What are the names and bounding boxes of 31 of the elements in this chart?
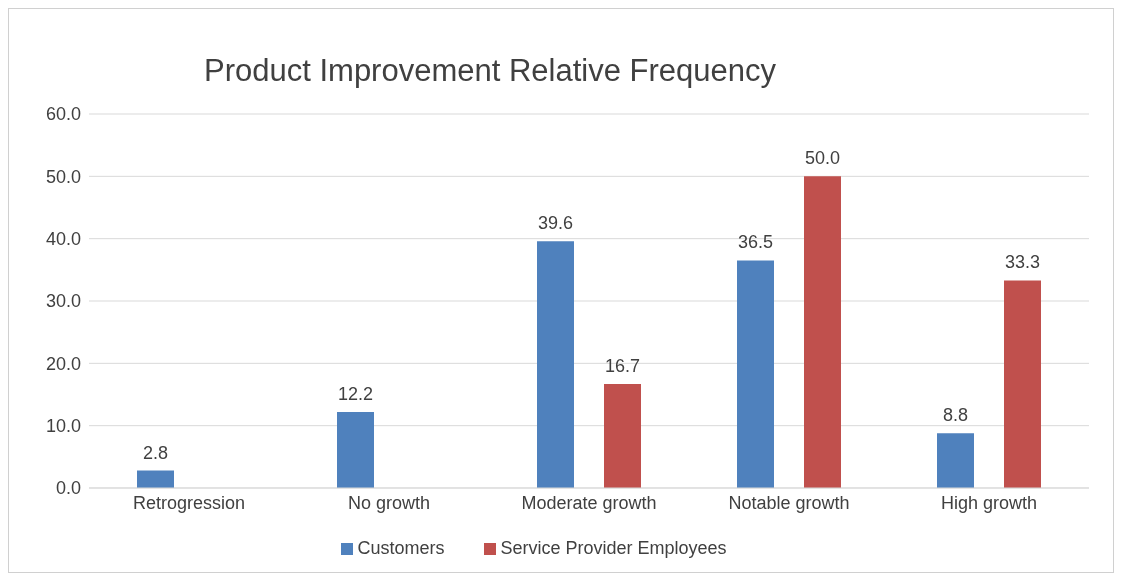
y-tick-label: 0.0 <box>55 478 81 499</box>
data-label: 12.2 <box>337 383 374 404</box>
bar <box>804 176 841 488</box>
x-tick-label: Notable growth <box>728 492 850 513</box>
bar <box>137 470 174 488</box>
data-label: 2.8 <box>142 442 169 463</box>
bar <box>337 411 374 488</box>
data-label: 33.3 <box>1004 252 1041 273</box>
x-tick-label: High growth <box>940 492 1038 513</box>
y-tick-label: 20.0 <box>45 353 81 374</box>
y-tick-label: 30.0 <box>45 291 81 312</box>
data-label: 8.8 <box>942 405 969 426</box>
data-label: 50.0 <box>804 148 841 169</box>
x-tick-label: Retrogression <box>132 492 246 513</box>
bar <box>937 433 974 488</box>
bar <box>1004 280 1041 488</box>
legend-label: Customers <box>357 538 445 558</box>
legend-label: Service Provider Employees <box>500 538 727 558</box>
data-label: 39.6 <box>537 213 574 234</box>
x-tick-label: No growth <box>347 492 431 513</box>
data-label: 16.7 <box>604 355 641 376</box>
y-tick-label: 10.0 <box>45 416 81 437</box>
bar <box>604 383 641 488</box>
y-tick-label: 60.0 <box>45 104 81 125</box>
x-tick-label: Moderate growth <box>521 492 657 513</box>
y-tick-label: 50.0 <box>45 166 81 187</box>
data-label: 36.5 <box>737 232 774 253</box>
bar <box>537 241 574 488</box>
chart-title: Product Improvement Relative Frequency <box>204 53 777 89</box>
bar <box>737 260 774 488</box>
y-tick-label: 40.0 <box>45 229 81 250</box>
